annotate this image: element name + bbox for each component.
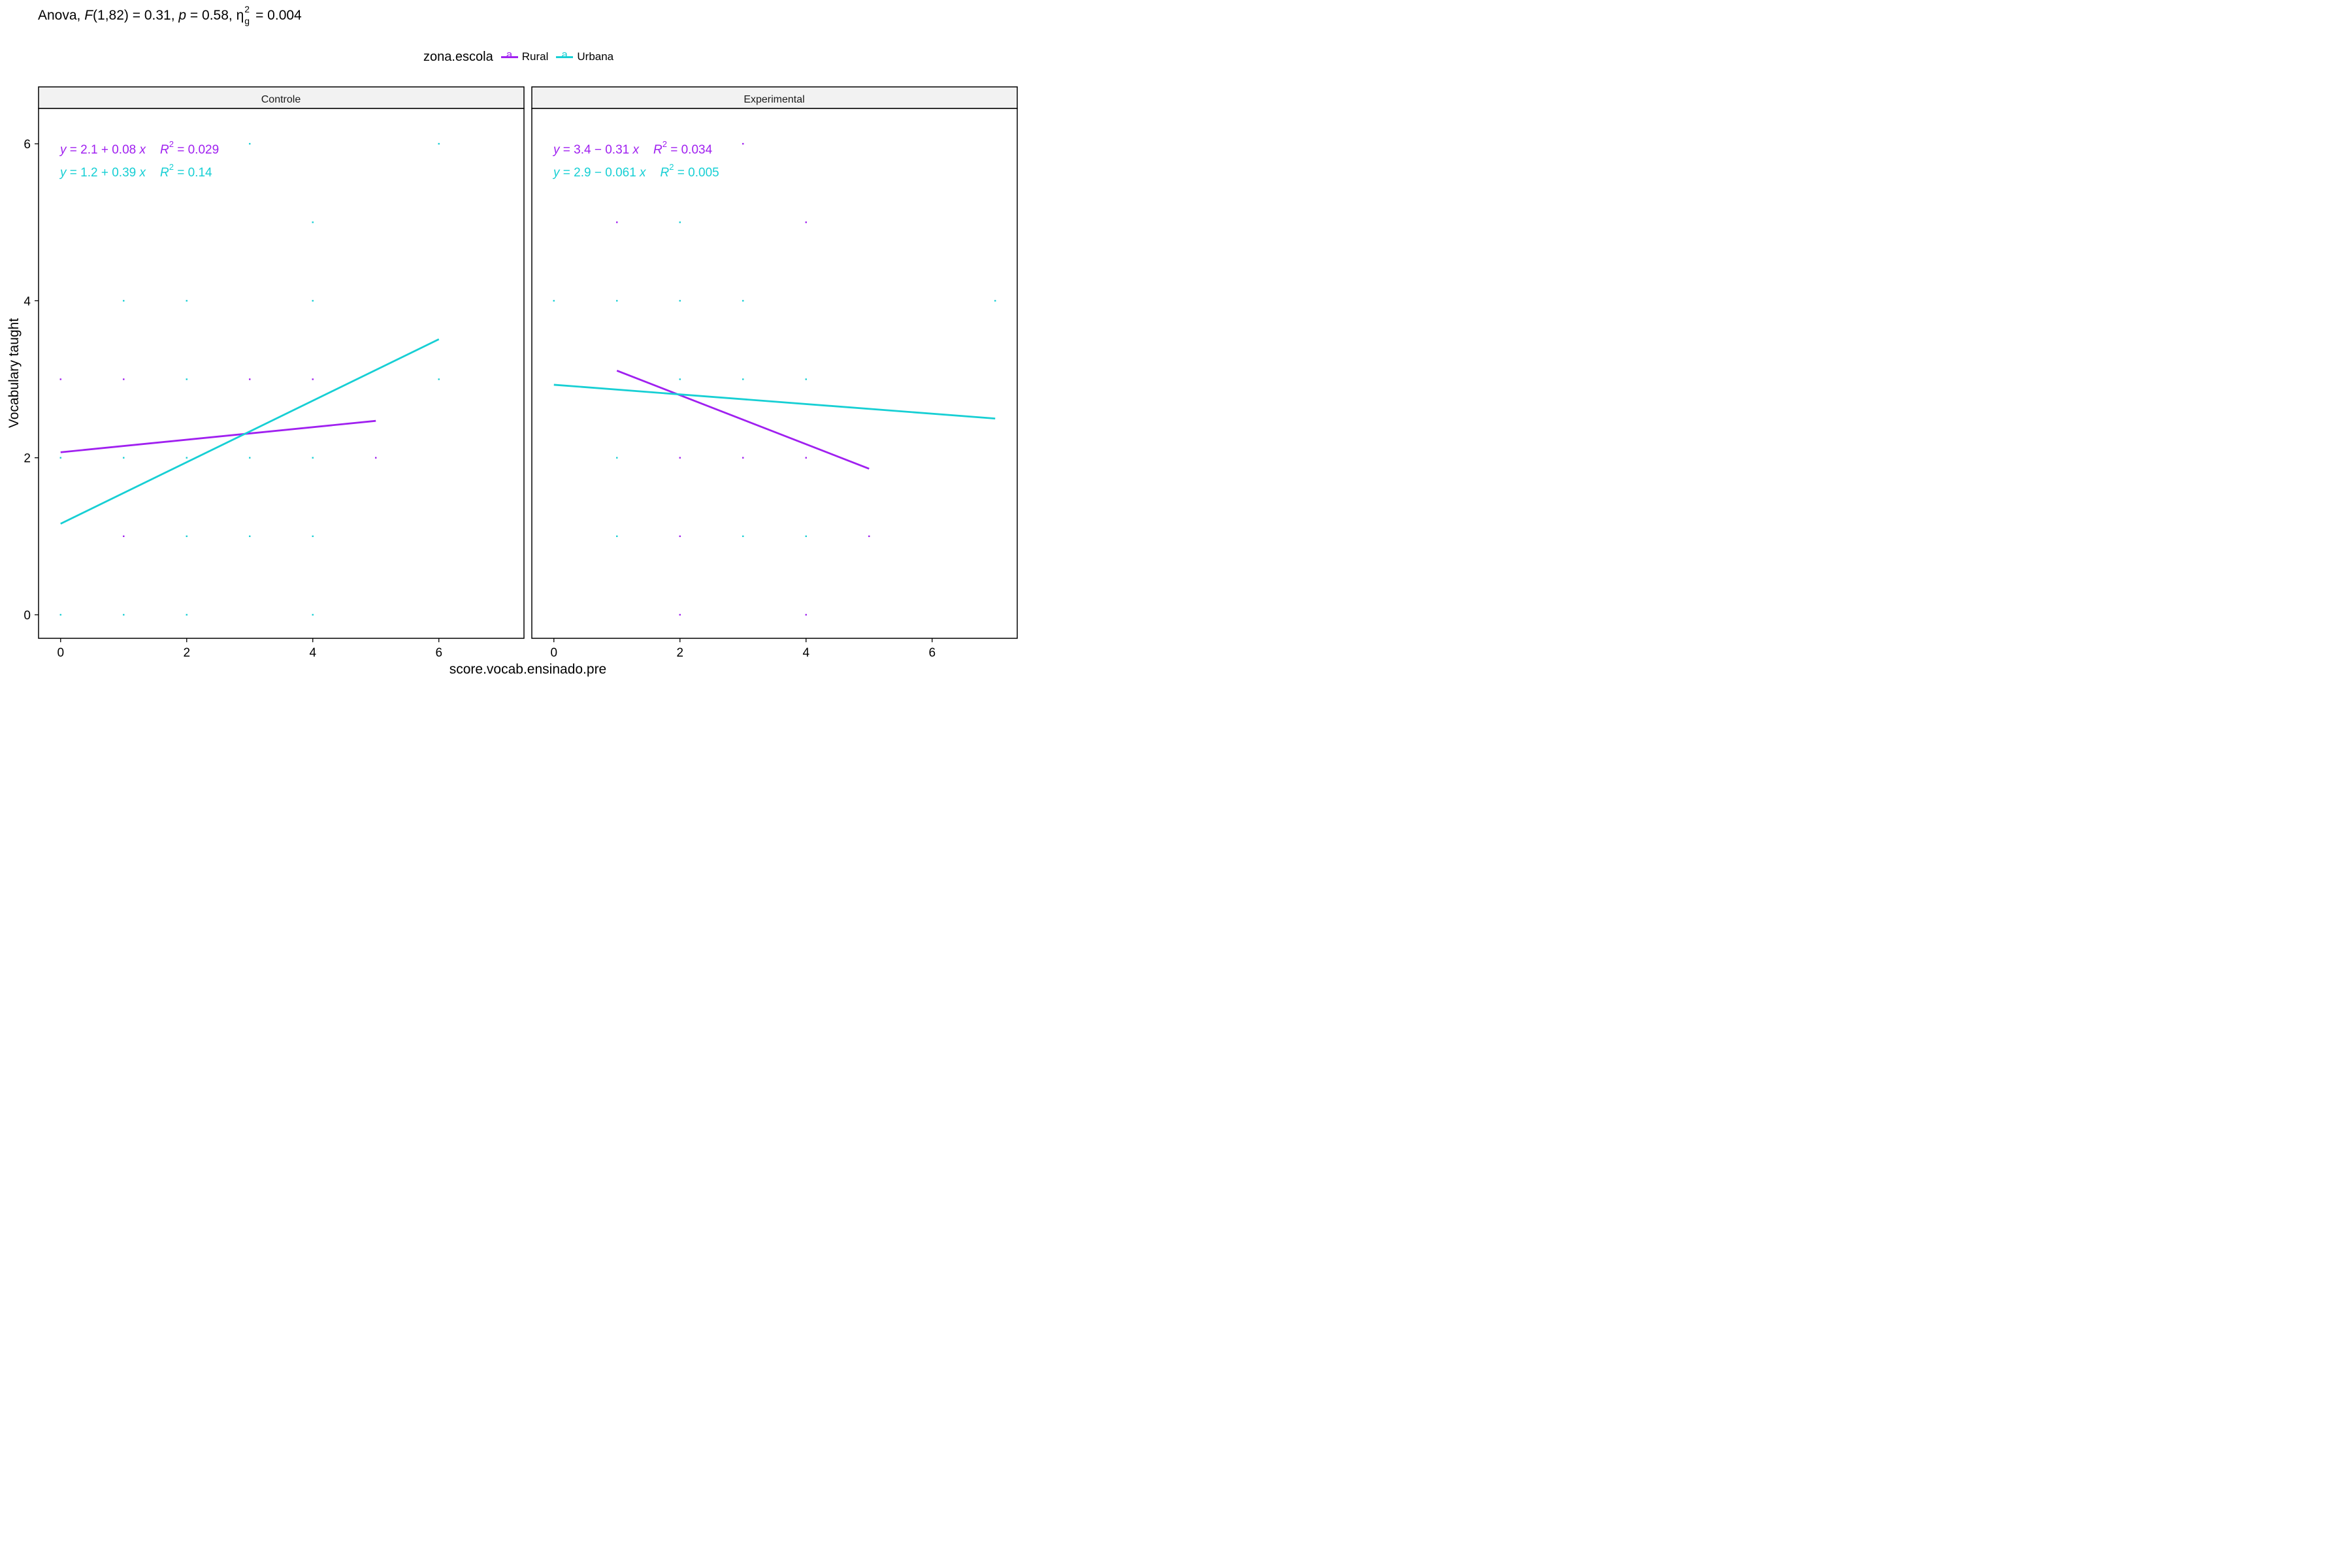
y-axis-title: Vocabulary taught bbox=[7, 318, 22, 428]
point-urbana bbox=[186, 457, 188, 459]
legend: zona.escola a Rural a Urbana bbox=[423, 48, 613, 66]
x-tick-label: 2 bbox=[676, 646, 683, 660]
point-rural bbox=[375, 457, 377, 459]
legend-key-urbana: a bbox=[556, 48, 574, 63]
point-urbana bbox=[249, 535, 251, 538]
axes: 0 2 4 6 0 2 4 6 0 2 4 6 bbox=[24, 138, 936, 660]
point-urbana bbox=[616, 457, 618, 459]
point-rural bbox=[312, 378, 314, 380]
point-rural bbox=[805, 457, 807, 459]
x-tick-label: 4 bbox=[309, 646, 316, 660]
point-urbana bbox=[249, 457, 251, 459]
point-urbana bbox=[553, 300, 555, 302]
point-urbana bbox=[123, 300, 125, 302]
fit-line-urbana bbox=[60, 338, 440, 525]
point-rural bbox=[123, 378, 125, 380]
point-urbana bbox=[312, 613, 314, 616]
x-tick-label: 4 bbox=[802, 646, 809, 660]
point-urbana bbox=[994, 300, 996, 302]
point-urbana bbox=[438, 378, 440, 380]
fit-line-rural bbox=[60, 419, 376, 453]
marks-experimental bbox=[553, 142, 996, 616]
point-urbana bbox=[249, 142, 251, 145]
eq-controle-rural: y = 2.1 + 0.08 x R2 = 0.029 bbox=[59, 139, 219, 157]
point-rural bbox=[742, 142, 744, 145]
legend-key-rural: a bbox=[500, 48, 518, 63]
eq-experimental-urbana: y = 2.9 − 0.061 x R2 = 0.005 bbox=[552, 162, 719, 180]
y-tick-label: 6 bbox=[24, 138, 31, 152]
point-rural bbox=[59, 378, 61, 380]
point-urbana bbox=[679, 300, 681, 302]
x-tick-label: 0 bbox=[57, 646, 64, 660]
legend-label-urbana: Urbana bbox=[577, 50, 614, 63]
point-urbana bbox=[679, 221, 681, 223]
point-urbana bbox=[312, 535, 314, 538]
point-rural bbox=[868, 535, 870, 538]
point-rural bbox=[742, 457, 744, 459]
point-urbana bbox=[186, 300, 188, 302]
fit-line-urbana bbox=[553, 384, 996, 419]
point-rural bbox=[679, 613, 681, 616]
point-urbana bbox=[59, 457, 61, 459]
x-tick-label: 6 bbox=[928, 646, 936, 660]
fit-line-rural bbox=[616, 369, 870, 470]
x-tick-label: 2 bbox=[183, 646, 190, 660]
eq-experimental-rural: y = 3.4 − 0.31 x R2 = 0.034 bbox=[552, 139, 713, 157]
strip-experimental bbox=[531, 86, 1018, 109]
point-urbana bbox=[312, 457, 314, 459]
y-tick-label: 0 bbox=[24, 609, 31, 623]
panel-controle bbox=[38, 108, 525, 639]
point-rural bbox=[679, 535, 681, 538]
strip-label-controle: Controle bbox=[261, 94, 301, 105]
point-urbana bbox=[438, 142, 440, 145]
point-urbana bbox=[312, 300, 314, 302]
point-urbana bbox=[186, 378, 188, 380]
point-urbana bbox=[742, 300, 744, 302]
strip-label-experimental: Experimental bbox=[743, 94, 804, 105]
point-rural bbox=[805, 221, 807, 223]
point-urbana bbox=[186, 613, 188, 616]
point-rural bbox=[616, 221, 618, 223]
point-urbana bbox=[742, 535, 744, 538]
point-urbana bbox=[616, 300, 618, 302]
point-rural bbox=[249, 378, 251, 380]
y-tick-label: 4 bbox=[24, 295, 31, 308]
marks-controle bbox=[59, 142, 440, 616]
facet-controle: Controle y = 2.1 + 0.08 x R2 = 0.029 y = … bbox=[38, 86, 525, 639]
x-tick-label: 0 bbox=[550, 646, 557, 660]
point-urbana bbox=[805, 378, 807, 380]
point-urbana bbox=[742, 378, 744, 380]
y-tick-label: 2 bbox=[24, 452, 31, 466]
faceted-scatter-plot: Controle y = 2.1 + 0.08 x R2 = 0.029 y = … bbox=[7, 86, 1018, 677]
point-rural bbox=[805, 613, 807, 616]
point-urbana bbox=[312, 221, 314, 223]
legend-title: zona.escola bbox=[423, 49, 493, 64]
eq-controle-urbana: y = 1.2 + 0.39 x R2 = 0.14 bbox=[59, 162, 212, 180]
point-urbana bbox=[123, 457, 125, 459]
point-urbana bbox=[59, 613, 61, 616]
point-rural bbox=[679, 457, 681, 459]
x-axis-title: score.vocab.ensinado.pre bbox=[449, 662, 607, 677]
facet-experimental: Experimental y = 3.4 − 0.31 x R2 = 0.034 … bbox=[531, 86, 1018, 639]
panel-experimental bbox=[531, 108, 1018, 639]
point-rural bbox=[123, 535, 125, 538]
point-urbana bbox=[186, 535, 188, 538]
legend-label-rural: Rural bbox=[521, 50, 549, 63]
point-urbana bbox=[679, 378, 681, 380]
point-urbana bbox=[805, 535, 807, 538]
point-urbana bbox=[616, 535, 618, 538]
x-tick-label: 6 bbox=[435, 646, 442, 660]
point-urbana bbox=[123, 613, 125, 616]
